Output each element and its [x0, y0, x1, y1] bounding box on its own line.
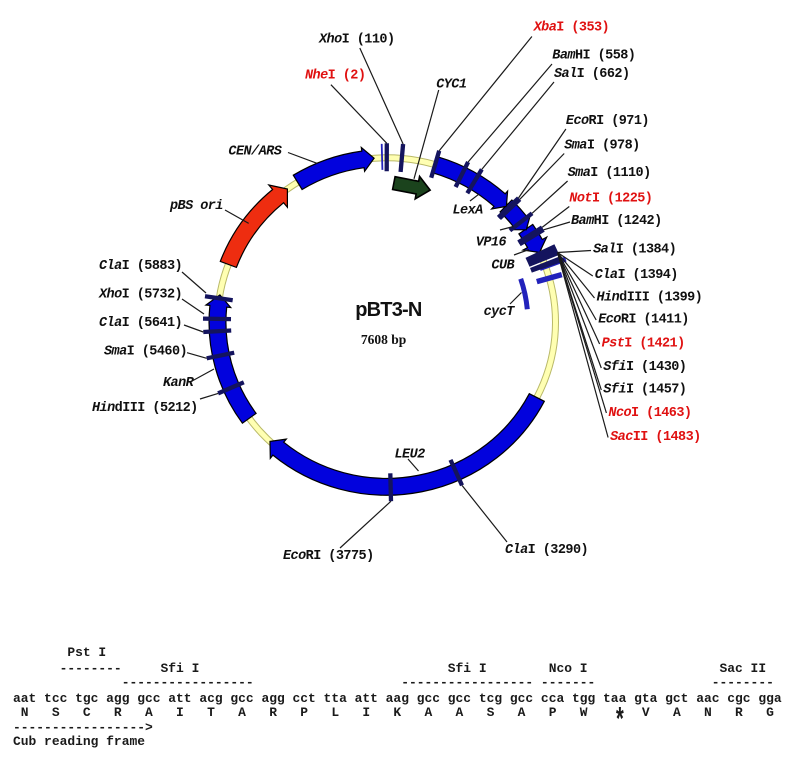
svg-text:NotI (1225): NotI (1225): [569, 192, 652, 207]
svg-text:EcoRI (1411): EcoRI (1411): [598, 312, 689, 327]
svg-text:CYC1: CYC1: [436, 78, 467, 93]
svg-text:ClaI (1394): ClaI (1394): [595, 268, 678, 283]
svg-text:BamHI (1242): BamHI (1242): [571, 214, 662, 229]
svg-text:SacII (1483): SacII (1483): [610, 430, 701, 445]
svg-text:VP16: VP16: [476, 236, 507, 251]
svg-text:SalI (1384): SalI (1384): [593, 243, 676, 258]
svg-text:SfiI (1430): SfiI (1430): [603, 360, 686, 375]
svg-text:CUB: CUB: [491, 258, 514, 273]
svg-text:CEN/ARS: CEN/ARS: [228, 144, 282, 159]
svg-text:EcoRI (971): EcoRI (971): [566, 114, 649, 129]
svg-text:PstI (1421): PstI (1421): [602, 336, 685, 351]
svg-text:SalI (662): SalI (662): [554, 67, 630, 82]
svg-text:SmaI (5460): SmaI (5460): [104, 344, 187, 359]
svg-text:SmaI (1110): SmaI (1110): [568, 166, 651, 181]
svg-text:ClaI (3290): ClaI (3290): [505, 543, 588, 558]
svg-text:LexA: LexA: [453, 204, 484, 219]
svg-text:NheI (2): NheI (2): [305, 68, 365, 83]
svg-text:BamHI (558): BamHI (558): [552, 48, 635, 63]
svg-text:XhoI (5732): XhoI (5732): [98, 288, 182, 303]
svg-text:7608 bp: 7608 bp: [361, 332, 406, 347]
svg-text:KanR: KanR: [163, 376, 195, 391]
svg-text:LEU2: LEU2: [395, 448, 426, 463]
svg-text:XbaI (353): XbaI (353): [533, 21, 610, 36]
svg-text:ClaI (5641): ClaI (5641): [99, 316, 182, 331]
svg-text:pBS ori: pBS ori: [169, 199, 223, 214]
svg-text:SmaI (978): SmaI (978): [564, 139, 640, 154]
svg-text:HindIII (1399): HindIII (1399): [597, 290, 703, 305]
svg-text:XhoI (110): XhoI (110): [318, 33, 395, 48]
svg-text:SfiI (1457): SfiI (1457): [603, 382, 686, 397]
svg-text:NcoI (1463): NcoI (1463): [608, 406, 691, 421]
svg-text:pBT3-N: pBT3-N: [355, 299, 422, 321]
svg-text:HindIII (5212): HindIII (5212): [92, 401, 198, 416]
svg-text:cycT: cycT: [484, 305, 516, 320]
svg-text:ClaI (5883): ClaI (5883): [99, 259, 182, 274]
svg-text:EcoRI (3775): EcoRI (3775): [283, 549, 374, 564]
